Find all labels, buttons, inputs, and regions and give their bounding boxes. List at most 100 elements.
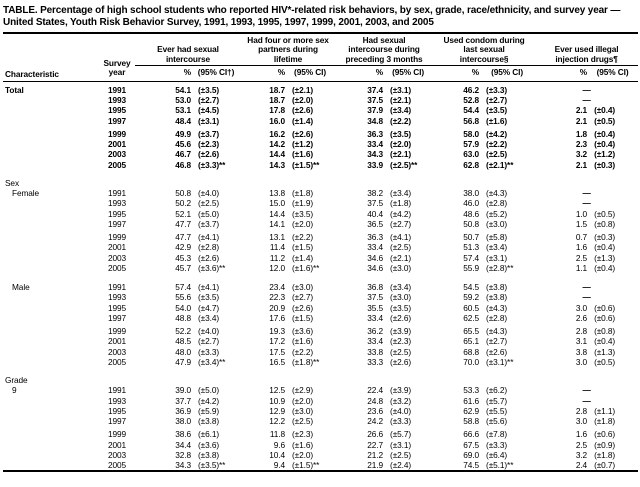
- ci-cell: (±2.8): [486, 312, 508, 323]
- table-row: 1999 49.9 (±3.7) 16.2 (±2.6) 36.3 (±3.5) 58.0 (±…: [3, 126, 638, 139]
- row-characteristic: [3, 426, 99, 439]
- ci-cell: (±1.8): [292, 188, 314, 199]
- ci-cell: (±2.2): [292, 232, 314, 243]
- subheader-percent-1: %: [135, 65, 191, 82]
- percent-cell: 26.6: [367, 429, 384, 440]
- ci-cell: (±4.0): [198, 326, 220, 337]
- row-characteristic: 9: [12, 385, 17, 396]
- percent-cell: 46.8: [175, 159, 191, 170]
- table-row: 2005 34.3 (±3.5)** 9.4 (±1.5)** 21.9 (±2.4) 74.…: [3, 460, 638, 471]
- percent-cell: 42.9: [175, 242, 191, 253]
- percent-cell: 3.2: [575, 149, 588, 160]
- ci-cell: (±3.0): [292, 282, 314, 293]
- ci-cell: (±2.5): [292, 416, 314, 427]
- subheader-ci-4: (95% CI): [479, 65, 536, 82]
- no-data-dash: —: [582, 84, 591, 95]
- percent-cell: 70.0: [463, 356, 480, 367]
- percent-cell: 65.5: [463, 326, 480, 337]
- percent-cell: 36.8: [367, 282, 384, 293]
- ci-cell: (±3.5): [390, 302, 412, 313]
- ci-cell: (±1.6): [292, 336, 314, 347]
- table-row: 1995 54.0 (±4.7) 20.9 (±2.6) 35.5 (±3.5) 60.5 (±…: [3, 303, 638, 313]
- survey-year-cell: 1991: [107, 282, 127, 293]
- ci-cell: (±2.8): [198, 242, 220, 253]
- survey-year-cell: 1997: [107, 416, 127, 427]
- percent-cell: 60.5: [463, 302, 480, 313]
- subheader-ci-5: (95% CI): [587, 65, 639, 82]
- percent-cell: 54.4: [463, 105, 480, 116]
- percent-cell: 47.7: [175, 218, 191, 229]
- ci-cell: (±2.5): [390, 242, 412, 253]
- percent-cell: 3.0: [575, 302, 588, 313]
- percent-cell: 37.5: [367, 198, 384, 209]
- percent-cell: 10.9: [269, 395, 286, 406]
- percent-cell: 3.8: [575, 346, 588, 357]
- ci-cell: (±0.4): [594, 128, 616, 139]
- percent-cell: 16.5: [269, 356, 286, 367]
- no-data-dash: —: [582, 282, 591, 293]
- percent-cell: 50.7: [463, 232, 480, 243]
- ci-cell: (±3.4): [486, 242, 508, 253]
- ci-cell: (±2.0): [292, 449, 314, 460]
- ci-cell: (±2.8)**: [486, 262, 514, 273]
- percent-cell: 2.5: [575, 252, 588, 263]
- no-data-dash: —: [582, 198, 591, 209]
- percent-cell: 50.2: [175, 198, 191, 209]
- row-characteristic: Male: [12, 282, 30, 293]
- percent-cell: 38.0: [463, 188, 480, 199]
- table-row: 2003 45.3 (±2.6) 11.2 (±1.4) 34.6 (±2.1) 57.4 (±…: [3, 253, 638, 263]
- ci-cell: (±5.7): [486, 395, 508, 406]
- ci-cell: (±2.0): [292, 218, 314, 229]
- no-data-dash: —: [582, 395, 591, 406]
- percent-cell: 14.1: [269, 218, 286, 229]
- table-header: Characteristic Survey year Ever had sexu…: [3, 32, 639, 82]
- ci-cell: (±3.5): [198, 292, 220, 303]
- ci-cell: (±2.6): [390, 312, 412, 323]
- ci-cell: (±2.6): [390, 356, 412, 367]
- ci-cell: (±0.3): [594, 159, 616, 170]
- ci-cell: (±3.3): [486, 84, 508, 95]
- percent-cell: 12.0: [269, 262, 286, 273]
- percent-cell: 62.5: [463, 312, 480, 323]
- ci-cell: (±2.5): [198, 198, 220, 209]
- ci-cell: (±3.1): [198, 115, 220, 126]
- survey-year-cell: 1993: [107, 395, 127, 406]
- percent-cell: 48.6: [463, 208, 480, 219]
- ci-cell: (±0.4): [594, 336, 616, 347]
- percent-cell: 55.6: [175, 292, 191, 303]
- ci-cell: (±3.4): [390, 188, 412, 199]
- survey-year-cell: 2005: [107, 356, 127, 367]
- ci-cell: (±0.6): [594, 312, 616, 323]
- survey-year-cell: 2005: [107, 460, 127, 471]
- table-row: 1999 52.2 (±4.0) 19.3 (±3.6) 36.2 (±3.9) 65.5 (±…: [3, 323, 638, 336]
- subheader-ci-3: (95% CI): [383, 65, 434, 82]
- percent-cell: 57.9: [463, 139, 480, 150]
- percent-cell: 1.5: [575, 218, 588, 229]
- row-characteristic: Total: [5, 84, 24, 95]
- ci-cell: (±2.1)**: [486, 159, 514, 170]
- row-characteristic: [3, 303, 99, 313]
- survey-year-cell: 1995: [107, 208, 127, 219]
- no-data-dash: —: [582, 95, 591, 106]
- ci-cell: (±2.7): [390, 218, 412, 229]
- survey-year-cell: 1999: [107, 326, 127, 337]
- survey-year-cell: 2003: [107, 149, 127, 160]
- ci-cell: (±4.3): [486, 326, 508, 337]
- percent-cell: 33.4: [367, 336, 384, 347]
- ci-cell: (±0.4): [594, 139, 616, 150]
- col-group-injection-drugs: Ever used illegal injection drugs¶: [535, 32, 639, 67]
- percent-cell: 2.5: [575, 439, 588, 450]
- table-row: 2005 45.7 (±3.6)** 12.0 (±1.6)** 34.6 (±3.0) 55…: [3, 263, 638, 273]
- percent-cell: 68.8: [463, 346, 480, 357]
- section-label: Sex: [5, 177, 19, 188]
- percent-cell: 33.8: [367, 346, 384, 357]
- ci-cell: (±5.7): [390, 429, 412, 440]
- ci-cell: (±2.3): [390, 336, 412, 347]
- section-label: Grade: [5, 375, 28, 386]
- percent-cell: 1.6: [575, 242, 588, 253]
- table-row: 2005 47.9 (±3.4)** 16.5 (±1.8)** 33.3 (±2.6) 70…: [3, 357, 638, 367]
- percent-cell: 1.8: [575, 128, 588, 139]
- ci-cell: (±4.1): [198, 282, 220, 293]
- row-characteristic: [3, 253, 99, 263]
- row-characteristic: [3, 396, 99, 406]
